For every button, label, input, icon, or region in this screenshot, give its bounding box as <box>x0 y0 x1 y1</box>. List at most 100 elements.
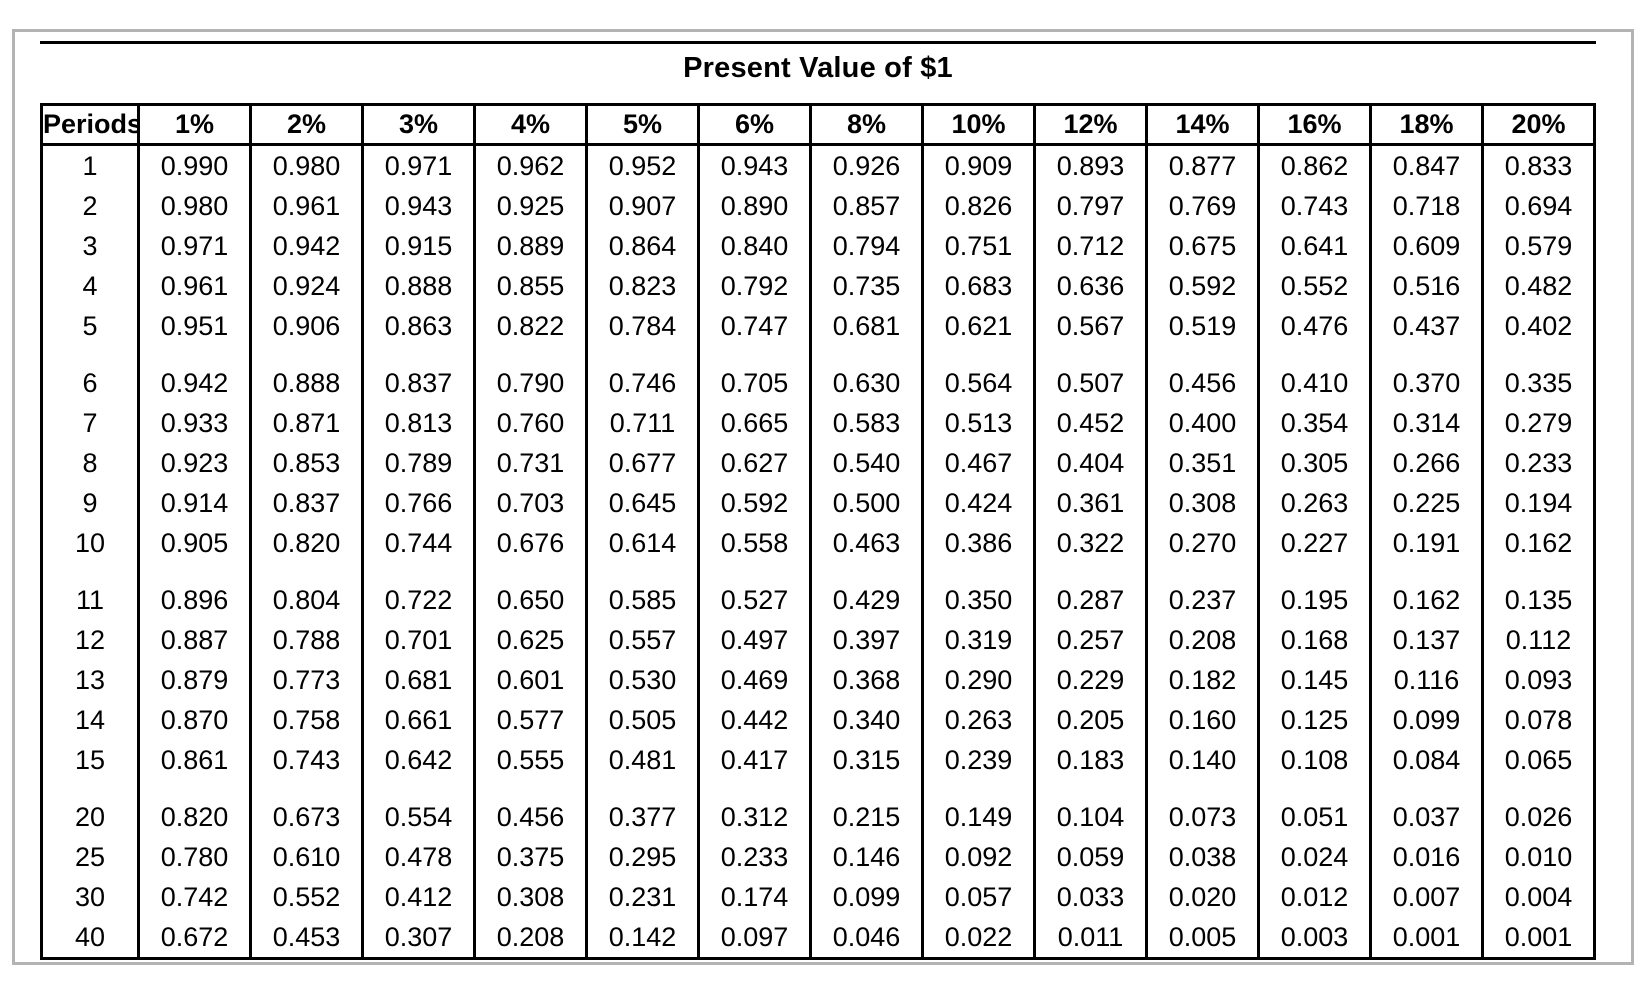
value-cell: 0.078 <box>1481 700 1596 740</box>
value-cell: 0.893 <box>1033 144 1148 186</box>
value-cell: 0.681 <box>361 660 476 700</box>
table-row: 10 0.905 0.820 0.744 0.676 0.614 0.558 0.463 0.3… <box>40 523 1596 563</box>
value-cell: 0.239 <box>921 740 1036 780</box>
period-cell: 40 <box>40 917 140 959</box>
gap-cell <box>1033 563 1148 580</box>
value-cell: 0.907 <box>585 186 700 226</box>
value-cell: 0.507 <box>1033 363 1148 403</box>
value-cell: 0.743 <box>249 740 364 780</box>
value-cell: 0.610 <box>249 837 364 877</box>
value-cell: 0.784 <box>585 306 700 346</box>
value-cell: 0.890 <box>697 186 812 226</box>
value-cell: 0.174 <box>697 877 812 917</box>
value-cell: 0.481 <box>585 740 700 780</box>
gap-cell <box>809 563 924 580</box>
gap-cell <box>1257 346 1372 363</box>
value-cell: 0.467 <box>921 443 1036 483</box>
value-cell: 0.735 <box>809 266 924 306</box>
gap-cell <box>1481 346 1596 363</box>
value-cell: 0.773 <box>249 660 364 700</box>
value-cell: 0.046 <box>809 917 924 959</box>
value-cell: 0.295 <box>585 837 700 877</box>
value-cell: 0.026 <box>1481 797 1596 837</box>
value-cell: 0.527 <box>697 580 812 620</box>
gap-cell <box>1257 780 1372 797</box>
value-cell: 0.237 <box>1145 580 1260 620</box>
gap-cell <box>809 346 924 363</box>
value-cell: 0.065 <box>1481 740 1596 780</box>
value-cell: 0.683 <box>921 266 1036 306</box>
period-cell: 4 <box>40 266 140 306</box>
value-cell: 0.007 <box>1369 877 1484 917</box>
col-header-rate: 3% <box>361 104 476 146</box>
value-cell: 0.906 <box>249 306 364 346</box>
value-cell: 0.478 <box>361 837 476 877</box>
value-cell: 0.022 <box>921 917 1036 959</box>
value-cell: 0.896 <box>137 580 252 620</box>
value-cell: 0.694 <box>1481 186 1596 226</box>
value-cell: 0.601 <box>473 660 588 700</box>
value-cell: 0.558 <box>697 523 812 563</box>
value-cell: 0.837 <box>361 363 476 403</box>
value-cell: 0.335 <box>1481 363 1596 403</box>
value-cell: 0.402 <box>1481 306 1596 346</box>
gap-cell <box>137 780 252 797</box>
value-cell: 0.516 <box>1369 266 1484 306</box>
value-cell: 0.215 <box>809 797 924 837</box>
value-cell: 0.350 <box>921 580 1036 620</box>
value-cell: 0.564 <box>921 363 1036 403</box>
value-cell: 0.577 <box>473 700 588 740</box>
value-cell: 0.790 <box>473 363 588 403</box>
value-cell: 0.308 <box>473 877 588 917</box>
value-cell: 0.813 <box>361 403 476 443</box>
value-cell: 0.677 <box>585 443 700 483</box>
gap-cell <box>585 563 700 580</box>
group-gap-row <box>40 346 1596 363</box>
value-cell: 0.370 <box>1369 363 1484 403</box>
value-cell: 0.665 <box>697 403 812 443</box>
value-cell: 0.557 <box>585 620 700 660</box>
gap-cell <box>921 346 1036 363</box>
value-cell: 0.099 <box>809 877 924 917</box>
value-cell: 0.168 <box>1257 620 1372 660</box>
value-cell: 0.840 <box>697 226 812 266</box>
value-cell: 0.871 <box>249 403 364 443</box>
value-cell: 0.437 <box>1369 306 1484 346</box>
period-cell: 30 <box>40 877 140 917</box>
gap-cell <box>921 563 1036 580</box>
value-cell: 0.233 <box>1481 443 1596 483</box>
value-cell: 0.125 <box>1257 700 1372 740</box>
value-cell: 0.797 <box>1033 186 1148 226</box>
gap-cell <box>1145 563 1260 580</box>
value-cell: 0.160 <box>1145 700 1260 740</box>
col-header-rate: 12% <box>1033 104 1148 146</box>
value-cell: 0.705 <box>697 363 812 403</box>
table-row: 40 0.672 0.453 0.307 0.208 0.142 0.097 0.046 0.0… <box>40 917 1596 959</box>
table-row: 12 0.887 0.788 0.701 0.625 0.557 0.497 0.397 0.3… <box>40 620 1596 660</box>
value-cell: 0.208 <box>1145 620 1260 660</box>
value-cell: 0.410 <box>1257 363 1372 403</box>
value-cell: 0.952 <box>585 144 700 186</box>
gap-cell <box>585 346 700 363</box>
value-cell: 0.627 <box>697 443 812 483</box>
gap-cell <box>809 780 924 797</box>
value-cell: 0.305 <box>1257 443 1372 483</box>
value-cell: 0.476 <box>1257 306 1372 346</box>
value-cell: 0.308 <box>1145 483 1260 523</box>
value-cell: 0.583 <box>809 403 924 443</box>
table-title: Present Value of $1 <box>683 52 953 84</box>
table-row: 15 0.861 0.743 0.642 0.555 0.481 0.417 0.315 0.2… <box>40 740 1596 780</box>
value-cell: 0.319 <box>921 620 1036 660</box>
period-cell: 8 <box>40 443 140 483</box>
col-header-rate: 16% <box>1257 104 1372 146</box>
value-cell: 0.361 <box>1033 483 1148 523</box>
value-cell: 0.924 <box>249 266 364 306</box>
value-cell: 0.636 <box>1033 266 1148 306</box>
value-cell: 0.191 <box>1369 523 1484 563</box>
value-cell: 0.971 <box>361 144 476 186</box>
value-cell: 0.718 <box>1369 186 1484 226</box>
table-row: 8 0.923 0.853 0.789 0.731 0.677 0.627 0.540 0.46… <box>40 443 1596 483</box>
value-cell: 0.909 <box>921 144 1036 186</box>
col-header-rate: 18% <box>1369 104 1484 146</box>
value-cell: 0.766 <box>361 483 476 523</box>
